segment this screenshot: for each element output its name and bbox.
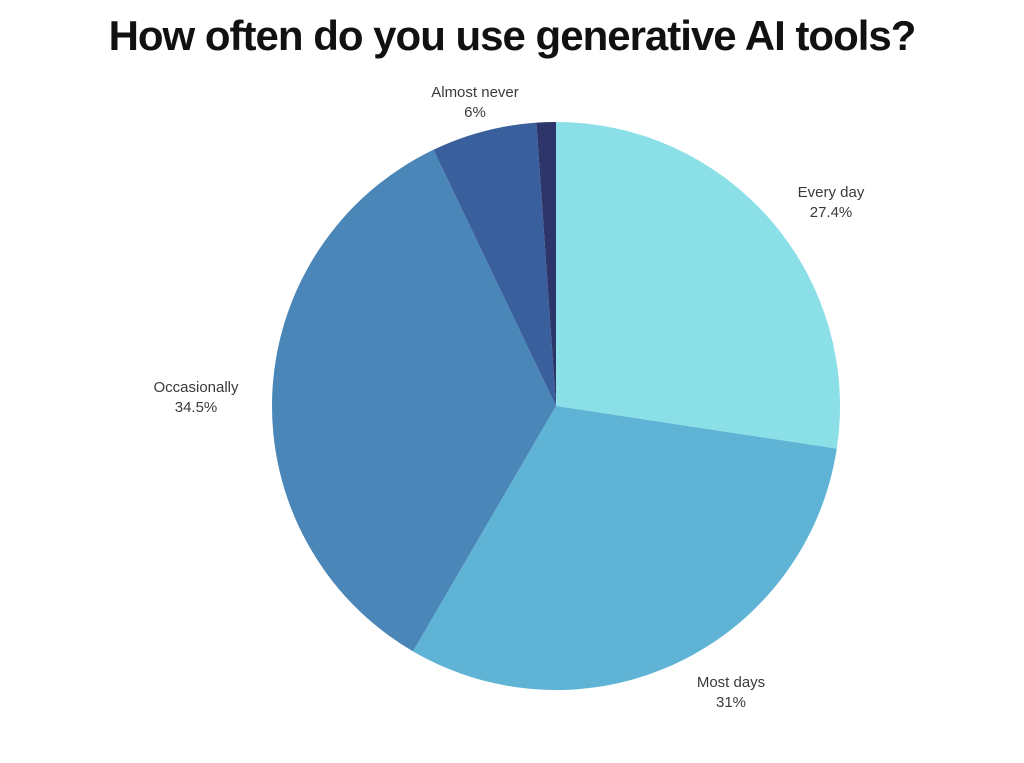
slice-label-text: Almost never: [431, 84, 519, 101]
slice-label-text: Most days: [696, 674, 766, 691]
pie-slice-most-days: [412, 406, 837, 690]
pie-slice-every-day: [556, 122, 841, 449]
slice-label-every-day: Every day 27.4%: [798, 183, 865, 223]
chart-title: How often do you use generative AI tools…: [108, 12, 917, 59]
slice-label-almost-never: Almost never 6%: [431, 83, 519, 123]
pie-slice-unlabeled: [536, 122, 556, 406]
pie-slice-occasionally: [272, 149, 556, 652]
slice-label-value: 27.4%: [809, 204, 853, 221]
slice-label-text: Occasionally: [153, 379, 239, 396]
slice-label-text: Every day: [797, 184, 865, 201]
pie-slice-almost-never: [433, 122, 556, 407]
slice-label-most-days: Most days 31%: [697, 673, 765, 713]
slice-label-value: 6%: [464, 104, 486, 121]
slice-label-occasionally: Occasionally 34.5%: [153, 378, 238, 418]
slice-label-value: 31%: [715, 694, 747, 711]
slice-label-value: 34.5%: [174, 399, 218, 416]
